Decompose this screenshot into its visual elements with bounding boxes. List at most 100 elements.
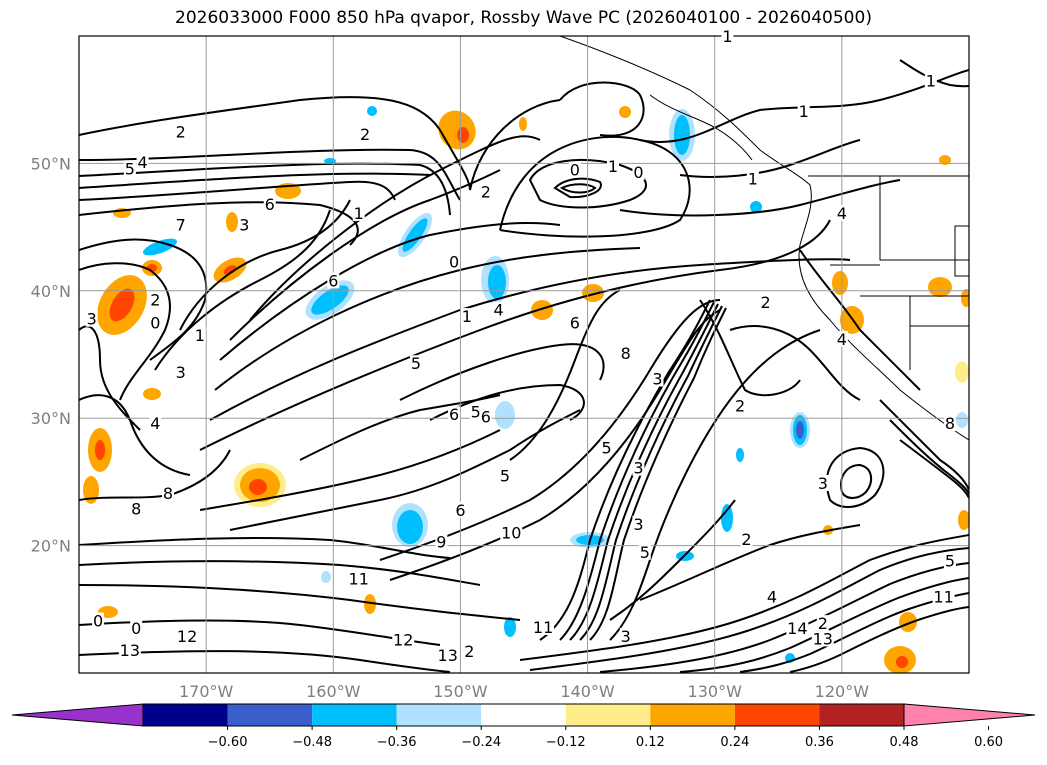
contour-line: [214, 247, 641, 391]
contour-label-bg: [943, 552, 956, 569]
coastline-path: [559, 36, 969, 441]
contour-value-label: 3: [652, 370, 662, 389]
contour-value-label: 4: [137, 153, 147, 172]
anomaly-patch: [736, 448, 744, 462]
contour-line: [79, 536, 451, 559]
contour-line: [249, 135, 541, 321]
contour-value-label: 1: [354, 204, 364, 223]
contour-value-label: 8: [131, 499, 141, 518]
anomaly-patch: [83, 476, 99, 504]
contour-label-bg: [651, 370, 664, 387]
contour-line: [559, 183, 597, 194]
lat-tick-label: 40°N: [31, 282, 71, 301]
contour-value-label: 4: [493, 301, 503, 320]
anomaly-patch: [958, 510, 969, 530]
contour-value-label: 1: [748, 170, 758, 189]
anomaly-patch: [619, 106, 631, 118]
contour-label-bg: [174, 123, 187, 140]
contour-line: [889, 419, 969, 495]
colorbar-swatch: [565, 704, 651, 726]
contour-value-label: 1: [926, 71, 936, 90]
contour-label-bg: [435, 533, 448, 550]
colorbar-tick-label: −0.60: [208, 735, 248, 750]
anomaly-fills: [83, 106, 969, 673]
contour-value-label: 6: [449, 405, 459, 424]
contour-value-label: 4: [150, 414, 160, 433]
colorbar-swatch: [819, 704, 904, 726]
contour-value-label: 13: [438, 646, 458, 665]
contour-line: [528, 159, 647, 209]
contour-value-label: 11: [349, 570, 369, 589]
contour-label-bg: [454, 501, 467, 518]
colorbar-swatch: [312, 704, 397, 726]
contour-line: [529, 547, 969, 671]
contour-line: [79, 201, 359, 246]
anomaly-patch: [495, 401, 515, 429]
contour-line: [179, 199, 351, 331]
contour-label-bg: [162, 485, 174, 502]
contour-line: [509, 289, 621, 461]
colorbar-swatch: [227, 704, 313, 726]
anomaly-patch: [397, 510, 423, 544]
contour-value-label: 6: [265, 195, 275, 214]
anomaly-patch: [457, 127, 469, 143]
contour-value-label: 0: [570, 161, 580, 180]
contour-label-bg: [765, 588, 778, 605]
contour-label-bg: [924, 72, 937, 89]
contour-line: [79, 560, 481, 586]
colorbar-tick-label: −0.36: [377, 735, 417, 750]
anomaly-patch: [109, 288, 135, 322]
contour-label-bg: [797, 102, 810, 119]
contour-value-label: 7: [176, 215, 186, 234]
coastline: [559, 36, 969, 441]
anomaly-patch: [796, 421, 804, 439]
contour-label-bg: [568, 314, 581, 331]
contour-value-label: 5: [411, 354, 421, 373]
state-border: [954, 225, 969, 277]
contour-value-label: 12: [393, 631, 413, 650]
anomaly-patch: [367, 106, 377, 116]
colorbar-tick-label: 0.60: [974, 735, 1003, 750]
anomaly-patch: [488, 265, 506, 299]
anomaly-patch: [223, 265, 237, 275]
contour-label-bg: [392, 631, 415, 648]
anomaly-patch: [674, 115, 690, 155]
contour-line: [639, 524, 861, 601]
contour-value-label: 8: [163, 484, 173, 503]
contour-label-bg: [619, 627, 632, 644]
contour-label-bg: [632, 164, 645, 181]
contour-label-bg: [479, 183, 492, 200]
contour-line: [219, 222, 561, 361]
contour-label-bg: [359, 125, 372, 142]
contour-value-label: 0: [93, 612, 103, 631]
contour-value-label: 3: [633, 459, 643, 478]
contour-line: [559, 301, 715, 641]
contour-value-label: 1: [608, 157, 618, 176]
contour-value-label: 6: [328, 271, 338, 290]
contour-value-label: 9: [436, 533, 446, 552]
contour-label-bg: [632, 459, 645, 476]
anomaly-patch: [956, 412, 968, 428]
contour-value-label: 5: [602, 438, 612, 457]
contour-label-bg: [263, 195, 276, 212]
contour-line: [579, 305, 723, 641]
contour-label-bg: [835, 331, 848, 348]
colorbar-tick-label: 0.24: [720, 735, 749, 750]
contour-label-bg: [568, 161, 581, 178]
contour-line: [729, 325, 861, 401]
contour-label-bg: [463, 643, 476, 660]
anomaly-patch: [504, 617, 516, 637]
contour-label-bg: [532, 618, 555, 635]
contour-line: [825, 446, 885, 508]
state-border: [879, 176, 969, 261]
contour-label-bg: [130, 500, 143, 517]
contour-line: [679, 577, 969, 673]
contour-line: [79, 262, 171, 401]
lat-tick-label: 50°N: [31, 154, 71, 173]
contour-line: [679, 139, 861, 178]
contour-line: [559, 81, 645, 137]
contour-line: [79, 325, 141, 431]
anomaly-patch: [721, 504, 733, 532]
contour-label-bg: [816, 474, 829, 491]
